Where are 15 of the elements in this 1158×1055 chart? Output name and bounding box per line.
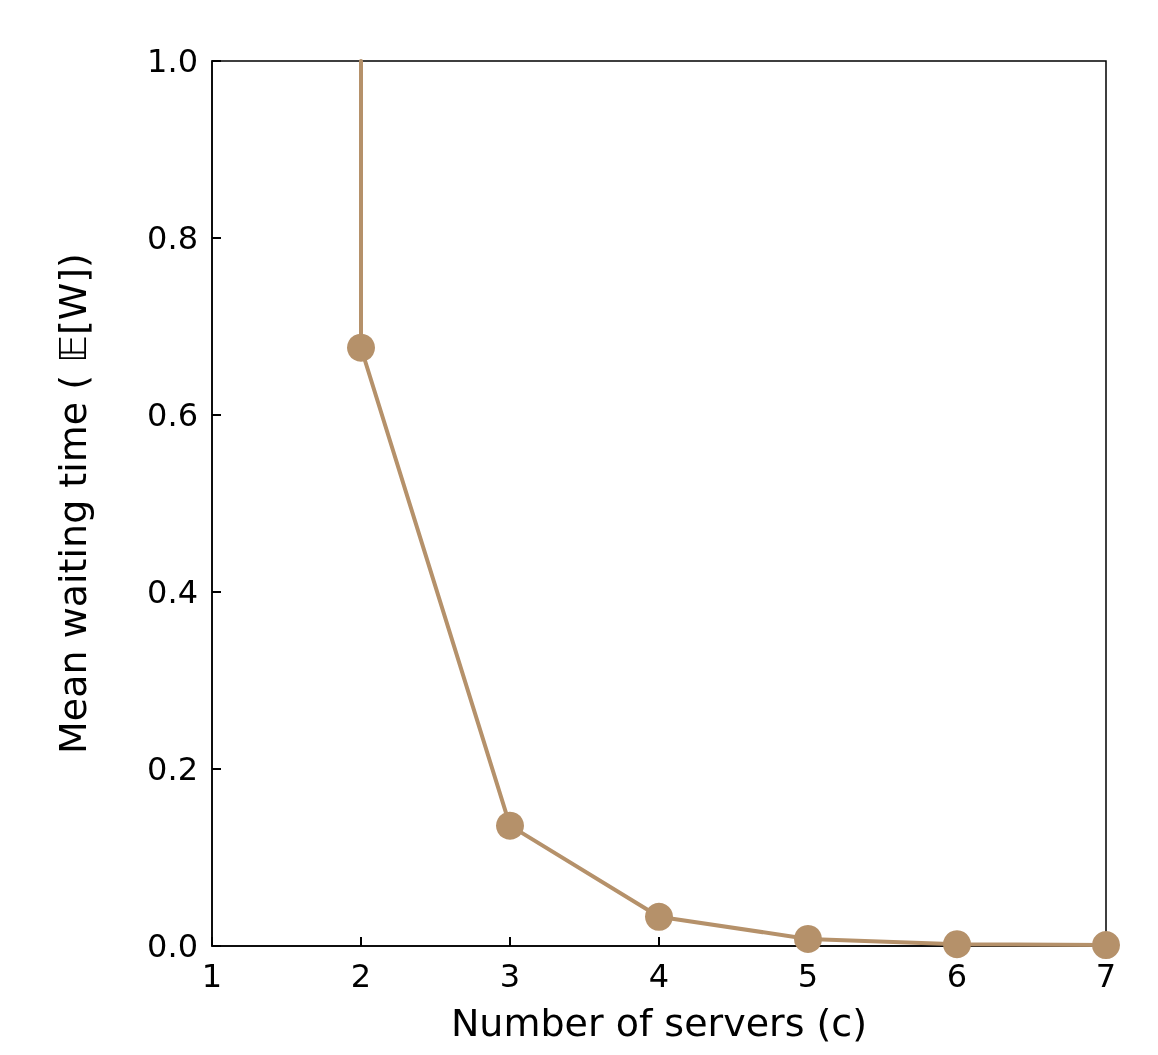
- x-tick-label: 1: [201, 957, 223, 995]
- x-tick-label: 5: [797, 957, 819, 995]
- y-tick-label: 0.4: [147, 573, 198, 611]
- y-axis-title: Mean waiting time ( 𝔼[W]): [51, 253, 95, 754]
- x-tick-label: 2: [350, 957, 372, 995]
- y-tick-label: 0.8: [147, 219, 198, 257]
- x-tick-label: 6: [946, 957, 968, 995]
- x-tick-label: 3: [499, 957, 521, 995]
- x-tick-label: 7: [1095, 957, 1117, 995]
- y-tick-label: 0.0: [147, 927, 198, 965]
- y-tick-label: 0.6: [147, 396, 198, 434]
- x-axis-title: Number of servers (c): [450, 1001, 868, 1045]
- y-tick-label: 1.0: [147, 42, 198, 80]
- y-tick-label: 0.2: [147, 750, 198, 788]
- x-tick-label: 4: [648, 957, 670, 995]
